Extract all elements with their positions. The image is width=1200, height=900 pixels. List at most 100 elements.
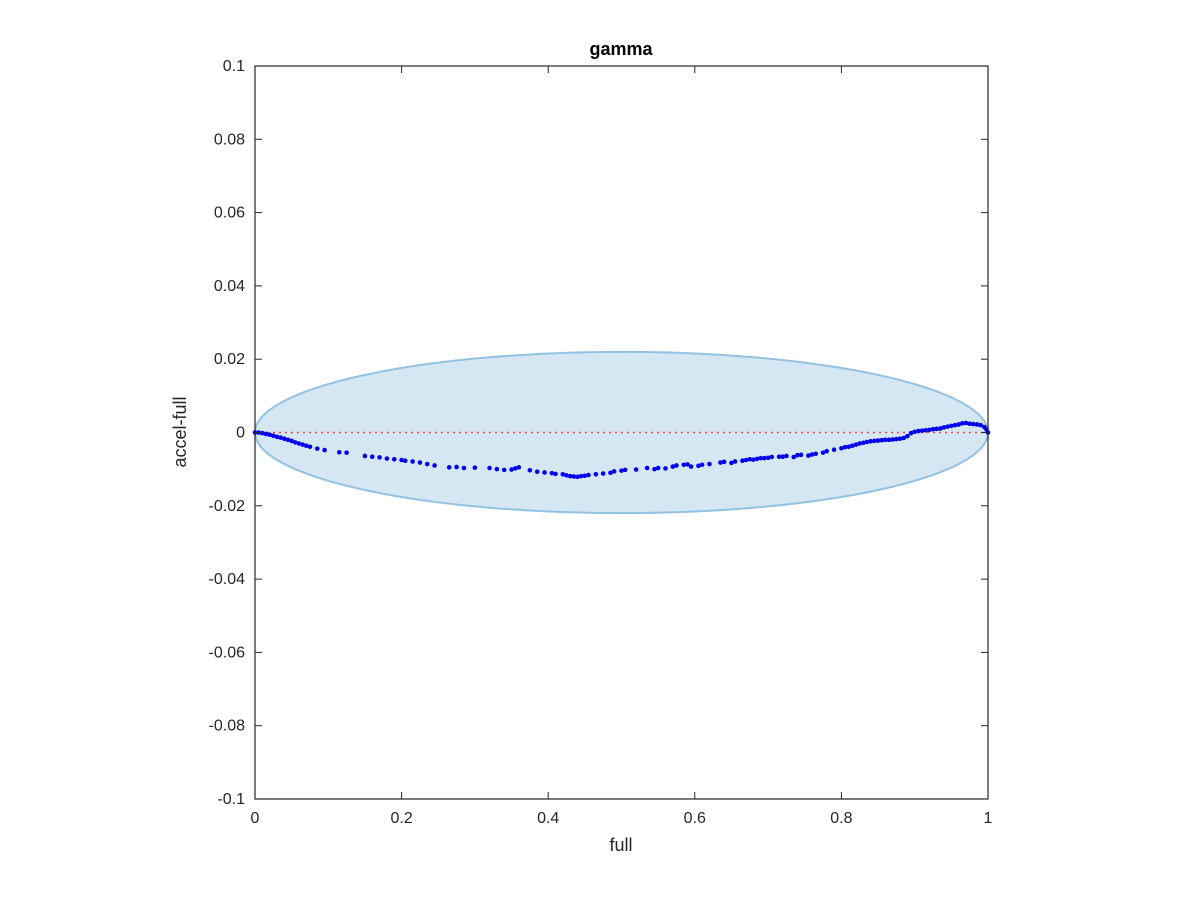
data-point: [315, 446, 320, 451]
data-point: [883, 437, 888, 443]
data-point: [560, 471, 566, 477]
x-tick-label: 0.2: [390, 810, 412, 827]
data-point: [930, 426, 936, 432]
data-point: [846, 444, 852, 450]
data-point: [758, 455, 764, 461]
data-point: [322, 447, 327, 453]
x-axis-label: full: [609, 835, 632, 855]
data-point: [619, 468, 624, 473]
data-point: [391, 456, 397, 462]
y-tick-label: -0.1: [217, 791, 245, 808]
data-point: [912, 429, 917, 435]
data-point: [446, 465, 452, 470]
chart-title: gamma: [589, 39, 653, 59]
x-tick-label: 1: [984, 810, 993, 827]
data-point: [362, 453, 368, 459]
data-point: [527, 467, 533, 473]
data-point: [857, 441, 863, 446]
data-point: [487, 465, 492, 471]
data-point: [567, 473, 573, 479]
data-point: [670, 464, 676, 469]
data-point: [875, 438, 881, 443]
data-point: [743, 457, 749, 463]
x-tick-label: 0.6: [684, 810, 706, 827]
data-point: [593, 471, 599, 477]
data-point: [300, 442, 305, 447]
data-point: [289, 438, 294, 444]
data-point: [402, 458, 408, 464]
data-point: [963, 420, 969, 426]
data-point: [809, 452, 815, 457]
data-point: [410, 459, 415, 464]
data-point: [608, 470, 613, 476]
data-point: [769, 454, 775, 460]
data-point: [707, 461, 712, 467]
data-point: [542, 470, 547, 475]
data-point: [960, 421, 965, 426]
data-point: [494, 466, 500, 472]
data-point: [842, 444, 848, 450]
data-point: [399, 457, 404, 463]
data-point: [938, 426, 943, 431]
data-point: [663, 466, 668, 471]
data-point: [644, 465, 650, 471]
data-point: [853, 442, 859, 447]
data-point: [872, 438, 877, 444]
data-point: [652, 466, 657, 472]
data-point: [934, 426, 939, 432]
data-point: [861, 440, 866, 446]
data-point: [795, 452, 800, 458]
data-point: [432, 463, 437, 468]
data-point: [949, 423, 954, 429]
data-point: [553, 471, 558, 477]
data-point: [578, 473, 584, 479]
data-point: [905, 433, 910, 439]
data-point: [285, 437, 291, 443]
y-tick-label: -0.04: [209, 571, 246, 588]
data-point: [791, 454, 797, 460]
x-tick-label: 0.4: [537, 810, 559, 827]
data-point: [806, 453, 811, 458]
data-point: [765, 455, 771, 461]
data-point: [798, 452, 804, 458]
data-point: [384, 456, 390, 461]
data-point: [776, 454, 782, 459]
y-tick-label: -0.02: [209, 498, 246, 515]
data-point: [839, 445, 844, 451]
y-tick-label: 0.04: [214, 278, 245, 295]
data-point: [344, 450, 349, 455]
x-tick-label: 0: [251, 810, 260, 827]
data-point: [274, 434, 280, 440]
data-point: [600, 471, 606, 476]
data-point: [927, 427, 932, 433]
data-point: [784, 453, 789, 459]
data-point: [549, 470, 555, 476]
data-point: [956, 422, 961, 427]
data-point: [424, 461, 430, 467]
data-point: [509, 467, 514, 472]
data-point: [586, 472, 591, 478]
y-tick-label: 0.06: [214, 205, 245, 222]
data-point: [901, 435, 907, 441]
data-point: [699, 462, 705, 468]
data-point: [655, 465, 661, 471]
data-point: [941, 425, 947, 430]
data-point: [681, 462, 687, 468]
data-point: [263, 431, 269, 437]
data-point: [952, 422, 958, 428]
data-point: [377, 455, 382, 460]
data-point: [850, 443, 855, 448]
data-point: [512, 466, 518, 471]
y-tick-label: -0.06: [209, 644, 246, 661]
data-point: [732, 459, 738, 464]
data-point: [831, 447, 837, 453]
y-tick-label: 0.02: [214, 351, 245, 368]
y-tick-label: 0: [236, 425, 245, 442]
data-point: [729, 460, 734, 466]
data-point: [296, 441, 302, 446]
y-tick-label: 0.08: [214, 131, 245, 148]
data-point: [868, 438, 874, 444]
y-tick-label: -0.08: [209, 718, 246, 735]
data-point: [454, 464, 459, 470]
data-point: [740, 458, 745, 464]
